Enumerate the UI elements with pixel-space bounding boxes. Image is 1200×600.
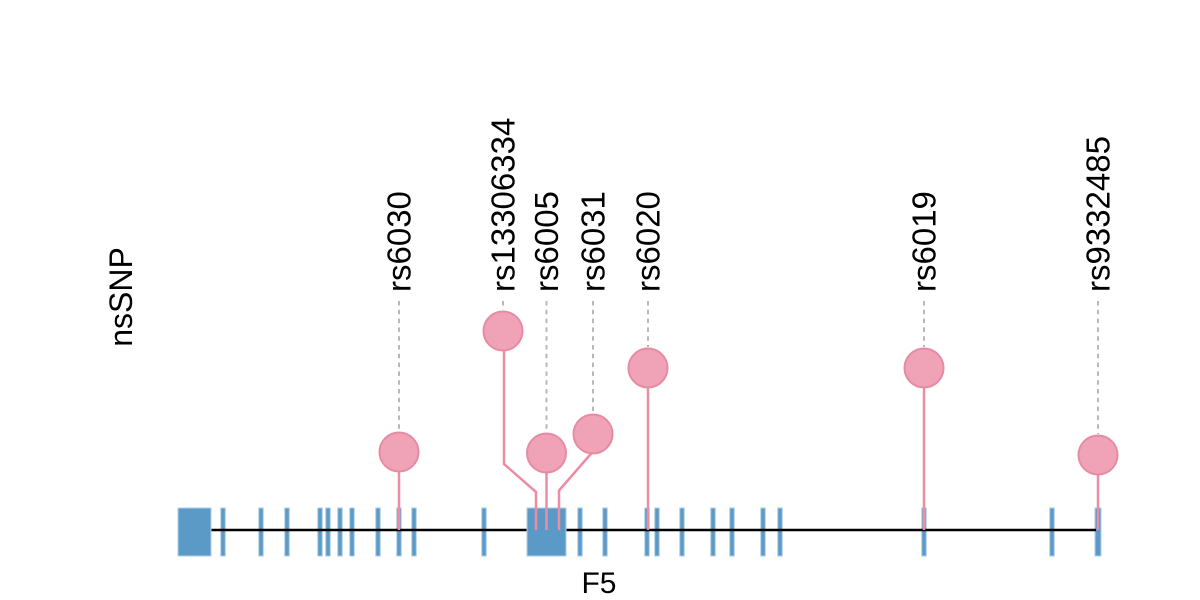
snp-label: rs6019 (906, 191, 943, 292)
label-leader-lines (398, 301, 1099, 434)
exon-bar (258, 507, 264, 557)
snp-circle (1077, 434, 1119, 476)
snp-circle (627, 347, 669, 389)
snp-circle (903, 347, 945, 389)
exon-bar (777, 507, 783, 557)
exon-bar (411, 507, 417, 557)
exon-bar (1049, 507, 1055, 557)
snp-circle (378, 431, 420, 473)
gene-exons-over-line (177, 507, 567, 557)
snp-label: rs6031 (575, 191, 612, 292)
track-label: nsSNP (103, 247, 139, 347)
exon-bar (729, 507, 735, 557)
snp-circle (482, 310, 524, 352)
snp-stems (397, 349, 1100, 530)
snp-stem (557, 451, 594, 530)
exon-bar (710, 507, 716, 557)
snp-label: rs6005 (528, 191, 565, 292)
snp-label: rs6030 (381, 191, 418, 292)
exon-bar (375, 507, 381, 557)
snp-circle (572, 413, 614, 455)
exon-bar (481, 507, 487, 557)
snp-circle (526, 432, 567, 474)
gene-name-label: F5 (581, 567, 616, 600)
exon-box (177, 507, 212, 557)
snp-stem (502, 349, 538, 530)
exon-bar (679, 507, 685, 557)
snp-label: rs9332485 (1080, 136, 1117, 292)
exon-bar (337, 507, 343, 557)
exon-bar (349, 507, 355, 557)
snp-labels: rs6030 rs13306334 rs6005 rs6031 rs6020 rs6019… (381, 118, 1117, 292)
snp-label: rs6020 (630, 191, 667, 292)
exon-bar (325, 507, 331, 557)
snp-label: rs13306334 (485, 118, 522, 292)
snp-circles (378, 310, 1119, 476)
exon-bar (577, 507, 583, 557)
exon-bar (284, 507, 290, 557)
exon-bar (654, 507, 660, 557)
exon-bar (220, 507, 226, 557)
exon-bar (602, 507, 608, 557)
gene-exons-under-line (220, 507, 1102, 557)
exon-bar (317, 507, 323, 557)
exon-bar (760, 507, 766, 557)
